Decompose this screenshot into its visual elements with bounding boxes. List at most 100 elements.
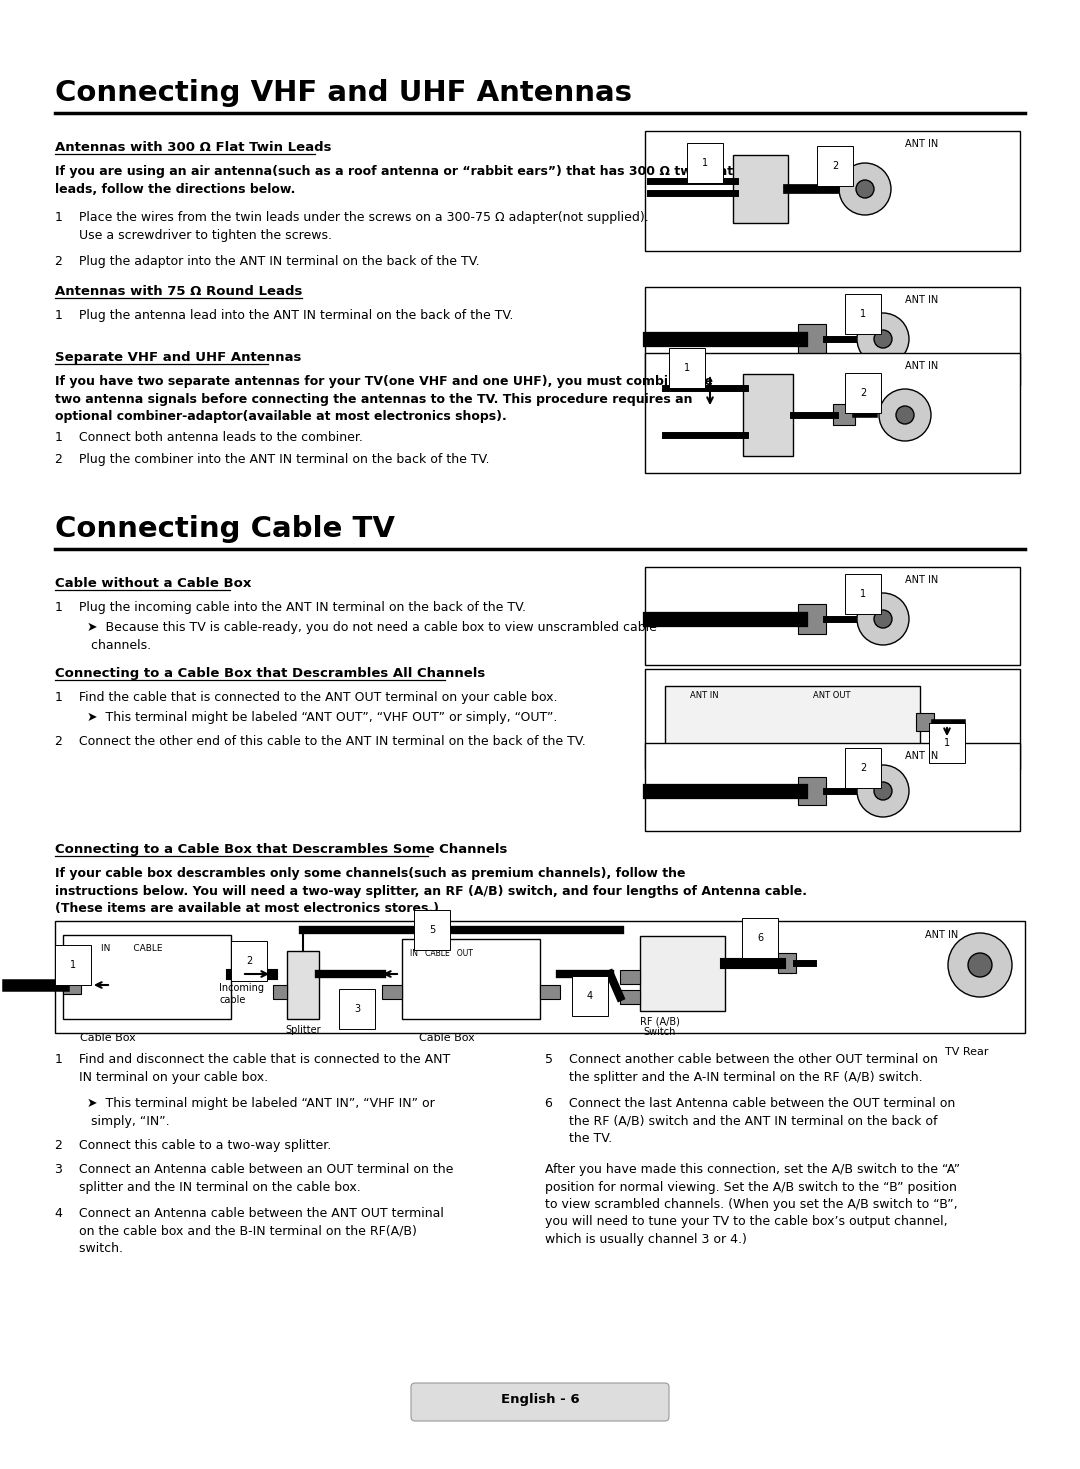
- Bar: [645, 743, 1020, 831]
- Circle shape: [948, 933, 1012, 997]
- Text: 5    Connect another cable between the other OUT terminal on
      the splitter : 5 Connect another cable between the othe…: [545, 1053, 937, 1084]
- Text: If you are using an air antenna(such as a roof antenna or “rabbit ears”) that ha: If you are using an air antenna(such as …: [55, 165, 733, 195]
- Bar: [382, 986, 402, 999]
- Text: English - 6: English - 6: [501, 1393, 579, 1406]
- Bar: [645, 286, 1020, 385]
- Bar: [833, 404, 855, 425]
- Text: RF (A/B): RF (A/B): [640, 1017, 680, 1025]
- Text: 2    Connect the other end of this cable to the ANT IN terminal on the back of t: 2 Connect the other end of this cable to…: [55, 734, 585, 748]
- Text: Switch: Switch: [644, 1027, 676, 1037]
- Text: ANT OUT: ANT OUT: [813, 690, 851, 701]
- Text: ANT IN: ANT IN: [690, 690, 718, 701]
- Bar: [645, 668, 1020, 768]
- Bar: [273, 986, 287, 999]
- Bar: [620, 970, 640, 984]
- Bar: [798, 777, 826, 805]
- Bar: [916, 712, 934, 732]
- Text: ANT IN: ANT IN: [905, 751, 939, 761]
- Bar: [620, 990, 640, 1003]
- Text: Connecting VHF and UHF Antennas: Connecting VHF and UHF Antennas: [55, 79, 632, 107]
- Text: 1: 1: [860, 589, 866, 599]
- Bar: [798, 325, 826, 354]
- Text: 4    Connect an Antenna cable between the ANT OUT terminal
      on the cable bo: 4 Connect an Antenna cable between the A…: [55, 1208, 444, 1255]
- Bar: [402, 939, 540, 1019]
- Text: 1: 1: [860, 308, 866, 319]
- Bar: [665, 686, 920, 754]
- Text: 1    Find and disconnect the cable that is connected to the ANT
      IN termina: 1 Find and disconnect the cable that is …: [55, 1053, 450, 1084]
- Bar: [778, 953, 796, 972]
- Text: 4: 4: [586, 992, 593, 1000]
- Text: 2: 2: [860, 388, 866, 398]
- Bar: [287, 950, 319, 1019]
- Circle shape: [858, 313, 909, 364]
- Circle shape: [856, 181, 874, 198]
- FancyBboxPatch shape: [411, 1382, 669, 1421]
- Circle shape: [858, 765, 909, 817]
- Text: Cable Box: Cable Box: [80, 1033, 136, 1043]
- Text: 1    Plug the incoming cable into the ANT IN terminal on the back of the TV.: 1 Plug the incoming cable into the ANT I…: [55, 601, 526, 614]
- Text: 2: 2: [860, 762, 866, 773]
- Text: ANT IN: ANT IN: [905, 574, 939, 585]
- Bar: [743, 375, 793, 455]
- Text: 6: 6: [757, 933, 764, 943]
- Bar: [645, 567, 1020, 665]
- Text: 1: 1: [684, 363, 690, 373]
- Text: IN   CABLE   OUT: IN CABLE OUT: [410, 949, 473, 958]
- Text: 2    Plug the combiner into the ANT IN terminal on the back of the TV.: 2 Plug the combiner into the ANT IN term…: [55, 452, 489, 466]
- Bar: [733, 156, 788, 223]
- Text: 2: 2: [246, 956, 252, 967]
- Text: IN        CABLE: IN CABLE: [102, 945, 162, 953]
- Text: 2    Connect this cable to a two-way splitter.: 2 Connect this cable to a two-way splitt…: [55, 1138, 332, 1152]
- Text: ➤  This terminal might be labeled “ANT OUT”, “VHF OUT” or simply, “OUT”.: ➤ This terminal might be labeled “ANT OU…: [55, 711, 557, 724]
- Circle shape: [874, 782, 892, 801]
- Text: ANT IN: ANT IN: [905, 295, 939, 306]
- Text: If your cable box descrambles only some channels(such as premium channels), foll: If your cable box descrambles only some …: [55, 867, 807, 915]
- Bar: [640, 936, 725, 1011]
- Circle shape: [968, 953, 993, 977]
- Bar: [645, 353, 1020, 473]
- Text: After you have made this connection, set the A/B switch to the “A”
position for : After you have made this connection, set…: [545, 1163, 960, 1246]
- Bar: [540, 986, 561, 999]
- Text: 1    Plug the antenna lead into the ANT IN terminal on the back of the TV.: 1 Plug the antenna lead into the ANT IN …: [55, 308, 513, 322]
- Text: cable: cable: [219, 995, 245, 1005]
- Text: 3    Connect an Antenna cable between an OUT terminal on the
      splitter and : 3 Connect an Antenna cable between an OU…: [55, 1163, 454, 1193]
- Bar: [645, 131, 1020, 251]
- Circle shape: [839, 163, 891, 214]
- Bar: [63, 975, 81, 995]
- Text: 1    Connect both antenna leads to the combiner.: 1 Connect both antenna leads to the comb…: [55, 430, 363, 444]
- Circle shape: [874, 331, 892, 348]
- Text: Incoming: Incoming: [219, 983, 264, 993]
- Text: TV Rear: TV Rear: [945, 1047, 988, 1058]
- Text: Separate VHF and UHF Antennas: Separate VHF and UHF Antennas: [55, 351, 301, 364]
- Text: Connecting to a Cable Box that Descrambles All Channels: Connecting to a Cable Box that Descrambl…: [55, 667, 485, 680]
- Text: 6    Connect the last Antenna cable between the OUT terminal on
      the RF (A/: 6 Connect the last Antenna cable between…: [545, 1097, 955, 1144]
- Circle shape: [858, 593, 909, 645]
- Text: 2    Plug the adaptor into the ANT IN terminal on the back of the TV.: 2 Plug the adaptor into the ANT IN termi…: [55, 256, 480, 267]
- Text: ➤  Because this TV is cable-ready, you do not need a cable box to view unscrambl: ➤ Because this TV is cable-ready, you do…: [55, 621, 657, 651]
- Text: 1    Place the wires from the twin leads under the screws on a 300-75 Ω adapter(: 1 Place the wires from the twin leads un…: [55, 212, 649, 241]
- Bar: [798, 604, 826, 635]
- Text: 1: 1: [702, 159, 708, 167]
- Text: If you have two separate antennas for your TV(one VHF and one UHF), you must com: If you have two separate antennas for yo…: [55, 375, 713, 423]
- Text: ANT IN: ANT IN: [924, 930, 958, 940]
- Circle shape: [874, 610, 892, 629]
- Text: Connecting to a Cable Box that Descrambles Some Channels: Connecting to a Cable Box that Descrambl…: [55, 843, 508, 856]
- Text: 5: 5: [429, 925, 435, 934]
- Text: Cable without a Cable Box: Cable without a Cable Box: [55, 577, 252, 591]
- Text: 1: 1: [944, 737, 950, 748]
- Text: Antennas with 75 Ω Round Leads: Antennas with 75 Ω Round Leads: [55, 285, 302, 298]
- Text: 3: 3: [354, 1003, 360, 1014]
- Text: Antennas with 300 Ω Flat Twin Leads: Antennas with 300 Ω Flat Twin Leads: [55, 141, 332, 154]
- Text: ➤  This terminal might be labeled “ANT IN”, “VHF IN” or
         simply, “IN”.: ➤ This terminal might be labeled “ANT IN…: [55, 1097, 435, 1128]
- Text: 1    Find the cable that is connected to the ANT OUT terminal on your cable box.: 1 Find the cable that is connected to th…: [55, 690, 557, 704]
- Text: 2: 2: [832, 162, 838, 170]
- Text: ANT IN: ANT IN: [905, 361, 939, 372]
- Text: Cable Box: Cable Box: [419, 1033, 475, 1043]
- Text: ANT IN: ANT IN: [905, 140, 939, 148]
- Text: Splitter: Splitter: [285, 1025, 321, 1036]
- Circle shape: [896, 405, 914, 425]
- Text: 1: 1: [70, 961, 76, 970]
- Bar: [55, 921, 1025, 1033]
- Bar: [63, 934, 231, 1019]
- Text: Connecting Cable TV: Connecting Cable TV: [55, 516, 395, 544]
